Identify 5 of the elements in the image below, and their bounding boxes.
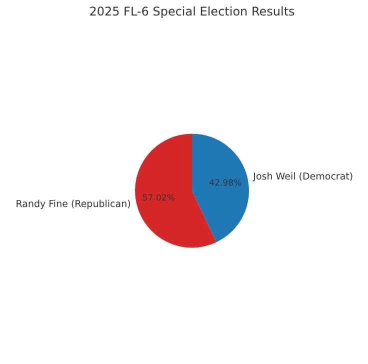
slice-label: Randy Fine (Republican) [16,198,131,210]
data-label: 57.02% [142,193,175,204]
data-label: 42.98% [209,178,242,188]
chart-title: 2025 FL-6 Special Election Results [89,4,295,18]
slice-label: Josh Weil (Democrat) [252,171,354,182]
